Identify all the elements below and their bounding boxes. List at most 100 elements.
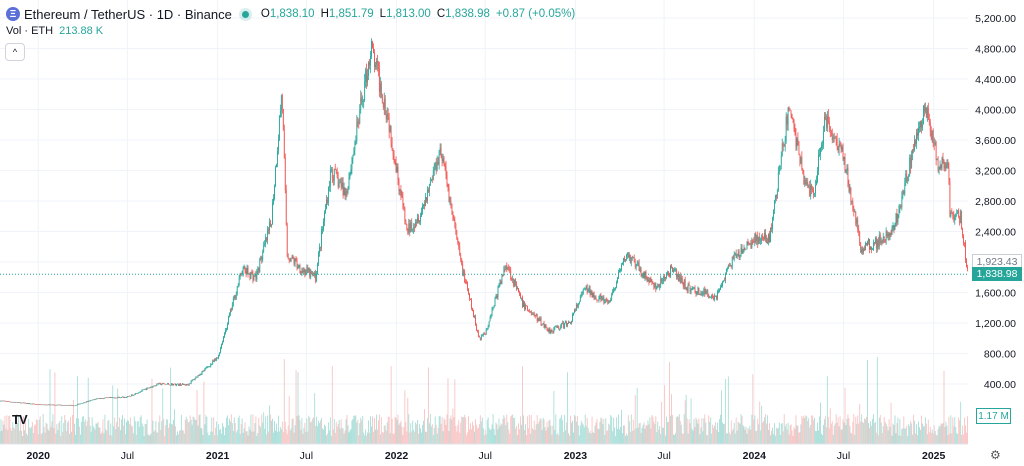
candle-body bbox=[532, 313, 534, 315]
time-tick-label: Jul bbox=[300, 450, 313, 462]
volume-bar bbox=[364, 435, 366, 444]
candle-body bbox=[151, 386, 153, 388]
volume-bar bbox=[518, 423, 520, 444]
candle-body bbox=[765, 233, 766, 239]
volume-bar bbox=[181, 430, 183, 444]
market-status-icon[interactable] bbox=[241, 10, 249, 18]
volume-bar bbox=[395, 417, 397, 444]
candle-body bbox=[883, 237, 885, 241]
volume-bar bbox=[808, 418, 810, 444]
candle-body bbox=[392, 150, 394, 155]
volume-bar bbox=[38, 419, 40, 444]
volume-bar bbox=[198, 415, 200, 444]
candle-body bbox=[373, 47, 374, 53]
candle-body bbox=[951, 213, 953, 214]
candle-body bbox=[127, 396, 128, 398]
volume-bar bbox=[67, 422, 69, 444]
candle-body bbox=[321, 230, 322, 248]
volume-bar bbox=[60, 435, 62, 444]
volume-bar bbox=[76, 418, 77, 444]
candle-body bbox=[886, 230, 888, 237]
volume-bar bbox=[404, 390, 406, 444]
volume-bar bbox=[542, 417, 544, 444]
time-axis[interactable]: 2020 Jul 2021 Jul 2022 Jul 2023 Jul 2024 Jul 2025 bbox=[0, 443, 968, 462]
candle-body bbox=[582, 289, 584, 294]
candle-body bbox=[394, 160, 396, 162]
volume-bar bbox=[332, 429, 334, 444]
candle-body bbox=[433, 165, 435, 171]
candle-body bbox=[689, 285, 691, 292]
volume-bar bbox=[800, 424, 802, 444]
volume-bar bbox=[815, 430, 817, 444]
volume-bar bbox=[349, 430, 351, 444]
volume-bar bbox=[256, 435, 258, 444]
candle-body bbox=[842, 147, 844, 160]
volume-bar bbox=[100, 433, 102, 444]
volume-bar bbox=[266, 434, 268, 444]
symbol-title[interactable]: Ethereum / TetherUS · 1D · Binance bbox=[24, 6, 232, 22]
volume-bar bbox=[791, 430, 793, 444]
candle-body bbox=[920, 121, 921, 128]
candle-body bbox=[98, 398, 100, 399]
volume-bar bbox=[760, 430, 762, 444]
candle-body bbox=[140, 391, 142, 392]
candle-body bbox=[787, 107, 789, 125]
candle-body bbox=[358, 122, 360, 124]
volume-bar bbox=[855, 416, 857, 444]
candle-body bbox=[459, 246, 461, 256]
candle-body bbox=[174, 383, 175, 385]
candle-body bbox=[587, 290, 589, 293]
volume-bar bbox=[202, 434, 204, 444]
volume-bar bbox=[715, 422, 717, 444]
volume-bar bbox=[51, 421, 53, 444]
candle-body bbox=[675, 269, 677, 278]
candle-body bbox=[306, 267, 308, 273]
collapse-legend-button[interactable]: ^ bbox=[5, 43, 25, 61]
candle-body bbox=[222, 342, 223, 345]
volume-bar bbox=[126, 422, 127, 444]
price-axis[interactable]: 400.00800.001,200.001,600.002,000.002,40… bbox=[975, 13, 1016, 391]
volume-bar bbox=[0, 419, 2, 444]
volume-bar bbox=[600, 417, 602, 444]
tradingview-logo[interactable]: TV bbox=[12, 412, 28, 427]
volume-bar bbox=[445, 425, 447, 444]
candle-body bbox=[135, 393, 137, 394]
candle-body bbox=[665, 276, 666, 279]
candle-body bbox=[353, 149, 355, 155]
candle-body bbox=[319, 246, 320, 254]
low-value: L1,813.00 bbox=[379, 8, 431, 20]
candle-body bbox=[403, 206, 405, 208]
volume-bar bbox=[653, 421, 655, 444]
candle-body bbox=[84, 402, 86, 404]
candle-body bbox=[405, 220, 407, 225]
candle-body bbox=[240, 273, 242, 275]
volume-bar bbox=[176, 431, 178, 444]
volume-bar bbox=[746, 433, 748, 444]
candle-body bbox=[489, 317, 491, 322]
volume-bar bbox=[558, 435, 560, 444]
candle-body bbox=[833, 137, 835, 139]
candle-body bbox=[894, 223, 896, 230]
volume-bar bbox=[646, 425, 648, 444]
volume-bar bbox=[866, 416, 868, 444]
volume-bar bbox=[201, 428, 203, 444]
candle-body bbox=[932, 130, 934, 144]
volume-bar bbox=[308, 415, 310, 444]
candle-body bbox=[637, 262, 639, 264]
candle-body bbox=[607, 299, 609, 304]
candle-body bbox=[73, 405, 74, 407]
candle-body bbox=[916, 132, 917, 144]
candle-body bbox=[332, 178, 334, 181]
symbol-header: Ξ Ethereum / TetherUS · 1D · Binance O1,… bbox=[6, 4, 575, 24]
candle-body bbox=[831, 132, 833, 140]
candle-body bbox=[438, 150, 440, 165]
candle-body bbox=[371, 41, 372, 56]
volume-bar bbox=[105, 429, 107, 444]
candle-body bbox=[451, 203, 453, 212]
volume-bar bbox=[422, 424, 423, 444]
candle-body bbox=[128, 396, 129, 397]
settings-gear-icon[interactable]: ⚙ bbox=[990, 448, 1001, 462]
candle-body bbox=[327, 187, 329, 203]
candle-body bbox=[873, 242, 875, 244]
